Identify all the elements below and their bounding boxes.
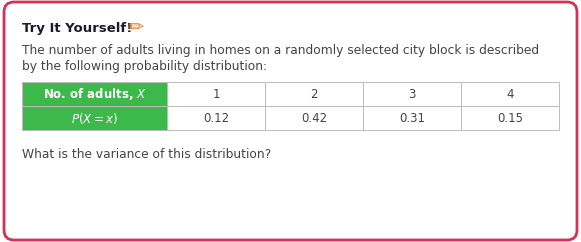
Text: 2: 2: [310, 88, 318, 100]
Text: 0.31: 0.31: [399, 112, 425, 124]
FancyBboxPatch shape: [4, 2, 577, 240]
Text: 0.15: 0.15: [497, 112, 523, 124]
Text: What is the variance of this distribution?: What is the variance of this distributio…: [22, 148, 271, 161]
Text: 0.42: 0.42: [301, 112, 327, 124]
Text: by the following probability distribution:: by the following probability distributio…: [22, 60, 267, 73]
Text: No. of adults, $X$: No. of adults, $X$: [42, 86, 146, 102]
Text: 3: 3: [408, 88, 415, 100]
Bar: [167, 106, 265, 130]
Bar: [265, 82, 363, 106]
Bar: [265, 106, 363, 130]
Text: 4: 4: [506, 88, 514, 100]
Bar: [167, 82, 265, 106]
Text: 0.12: 0.12: [203, 112, 229, 124]
Bar: [22, 82, 167, 106]
Bar: [363, 106, 461, 130]
Bar: [22, 106, 167, 130]
Text: ✏: ✏: [128, 18, 144, 37]
Bar: [461, 82, 559, 106]
Text: The number of adults living in homes on a randomly selected city block is descri: The number of adults living in homes on …: [22, 44, 539, 57]
Text: 1: 1: [212, 88, 220, 100]
Text: $P(X = x)$: $P(X = x)$: [71, 111, 118, 126]
Bar: [363, 82, 461, 106]
Text: Try It Yourself!: Try It Yourself!: [22, 22, 132, 35]
Bar: [461, 106, 559, 130]
